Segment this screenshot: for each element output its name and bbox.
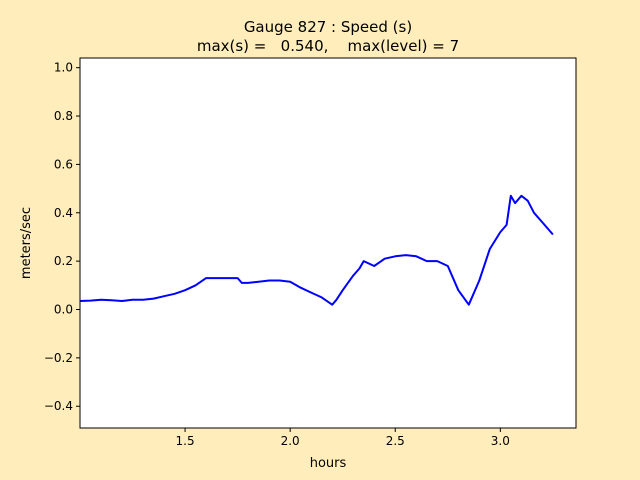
x-tick-label: 3.0	[491, 434, 510, 448]
y-tick-label: 0.6	[54, 157, 73, 171]
chart-title-line-2: max(s) = 0.540, max(level) = 7	[197, 37, 459, 55]
plot-area	[80, 58, 576, 428]
x-tick-label: 1.5	[176, 434, 195, 448]
x-tick-label: 2.0	[281, 434, 300, 448]
plot-frame	[79, 57, 577, 429]
y-axis-label: meters/sec	[19, 207, 34, 279]
y-tick-label: 0.2	[54, 254, 73, 268]
y-tick-label: −0.4	[44, 399, 73, 413]
chart-title-line-1: Gauge 827 : Speed (s)	[244, 18, 412, 36]
y-tick-label: 0.4	[54, 206, 73, 220]
y-tick-label: −0.2	[44, 351, 73, 365]
y-tick-label: 1.0	[54, 61, 73, 75]
y-tick-label: 0.8	[54, 109, 73, 123]
x-axis-label: hours	[310, 456, 347, 471]
y-tick-label: 0.0	[54, 303, 73, 317]
speed-series-line	[79, 194, 554, 306]
ticks-layer: 1.5 2.0 2.5 3.0 −0.4 −0.2 0.0 0.2 0.4 0.6 0.8 1.0	[44, 61, 510, 448]
x-tick-label: 2.5	[386, 434, 405, 448]
